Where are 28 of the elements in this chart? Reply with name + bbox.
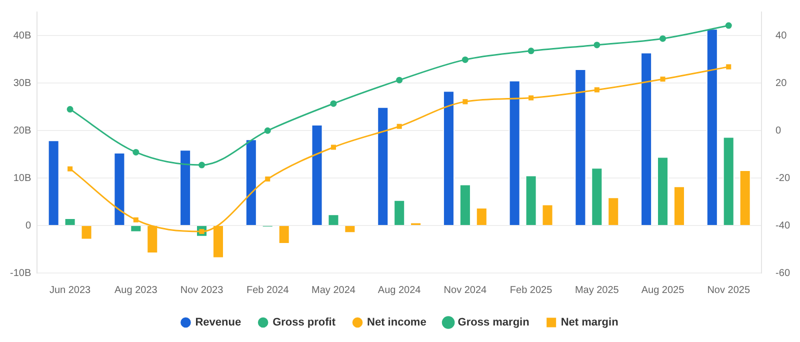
y-tick-label: -10B (10, 268, 32, 279)
x-tick-label: Aug 2023 (114, 284, 158, 296)
y-tick-label: 0 (26, 220, 32, 232)
x-tick-label: Aug 2025 (641, 284, 685, 296)
y2-tick-label: -60 (776, 268, 790, 279)
legend-label: Net income (367, 316, 426, 329)
x-tick-label: Nov 2025 (707, 284, 750, 296)
y2-tick-label: 0 (776, 125, 782, 136)
legend-label: Gross margin (458, 316, 530, 329)
x-tick-label: Jun 2023 (49, 284, 92, 296)
x-tick-label: Nov 2023 (180, 284, 224, 296)
x-tick-label: Nov 2024 (444, 284, 488, 296)
y-tick-label: 40B (13, 30, 32, 42)
y2-tick-label: -20 (776, 172, 790, 184)
legend-label: Revenue (195, 316, 242, 329)
x-tick-label: Feb 2025 (510, 284, 553, 296)
x-tick-label: May 2024 (312, 284, 356, 296)
legend-label: Gross profit (272, 316, 336, 329)
y2-tick-label: -40 (776, 220, 790, 232)
y2-tick-label: 40 (776, 30, 788, 42)
y2-tick-label: 20 (776, 78, 788, 89)
y-tick-label: 20B (13, 125, 32, 136)
x-tick-label: May 2025 (574, 284, 620, 296)
legend-label: Net margin (560, 316, 619, 329)
x-tick-label: Feb 2024 (246, 284, 290, 296)
y-tick-label: 10B (13, 172, 32, 184)
x-tick-label: Aug 2024 (378, 284, 422, 296)
y-tick-label: 30B (13, 78, 32, 89)
